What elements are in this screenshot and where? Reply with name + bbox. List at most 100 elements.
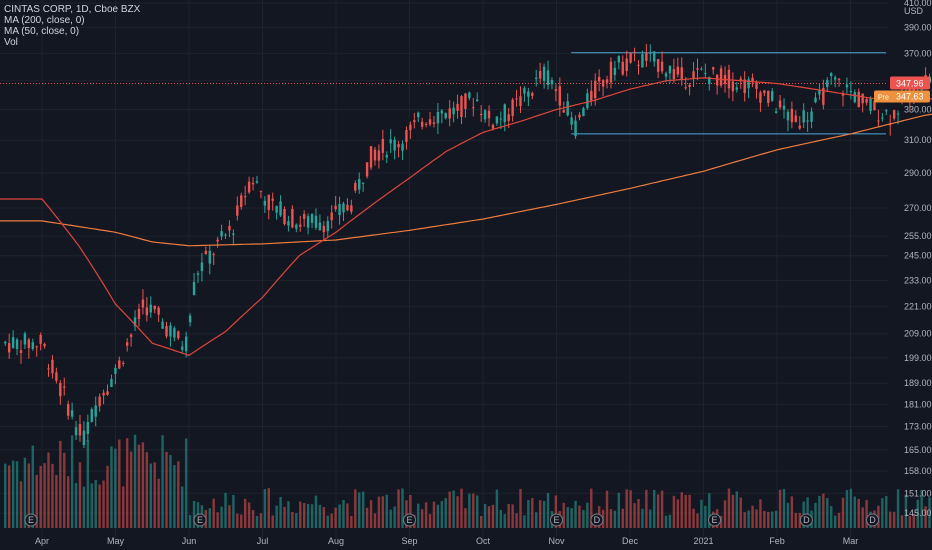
volume-bar (350, 515, 353, 528)
candle-body (318, 222, 322, 231)
candle-body (814, 97, 817, 103)
candle-body (743, 79, 746, 93)
candle-body (90, 409, 93, 423)
volume-bar (228, 505, 231, 528)
horizontal-lines[interactable] (571, 52, 886, 135)
candle-body (739, 78, 742, 81)
candle-body (841, 93, 845, 96)
candle-body (314, 215, 318, 228)
volume-bar (106, 465, 109, 528)
candle-body (704, 73, 707, 75)
volume-bar (751, 505, 754, 528)
volume-bar (141, 442, 145, 528)
candle-body (59, 382, 62, 397)
volume-bar (361, 491, 365, 528)
currency-label: USD (904, 6, 924, 16)
candle-body (47, 368, 50, 370)
volume-bar (275, 505, 278, 528)
candle-body (562, 110, 565, 113)
volume-bar (621, 508, 624, 528)
candle-body (240, 195, 243, 208)
candle-body (145, 307, 149, 316)
candle-body (889, 124, 892, 126)
candle-body (778, 100, 782, 108)
volume-bar (460, 488, 463, 528)
volume-bar (15, 461, 19, 528)
candle-body (259, 190, 263, 192)
chart-legend: CINTAS CORP, 1D, Cboe BZX MA (200, close… (4, 4, 140, 48)
volume-bar (660, 490, 664, 528)
event-label: D (869, 515, 876, 525)
candle-body (546, 70, 550, 86)
event-label: E (712, 515, 718, 525)
candle-body (299, 224, 302, 227)
event-marker (24, 513, 38, 527)
candle-body (833, 77, 837, 80)
candle-body (605, 79, 609, 83)
candle-body (94, 405, 97, 417)
volume-bar (157, 478, 160, 528)
symbol-title[interactable]: CINTAS CORP, 1D, Cboe BZX (4, 4, 141, 15)
volume-bar (98, 484, 101, 528)
ma200-legend[interactable]: MA (200, close, 0) (4, 15, 85, 26)
volume-bar (240, 514, 243, 528)
volume-bar (487, 506, 491, 528)
volume-bar (479, 515, 483, 528)
candle-body (102, 392, 105, 396)
event-markers[interactable]: EEEEDEDDE (24, 513, 932, 527)
volume-bar (818, 495, 821, 528)
candle-body (511, 99, 514, 116)
event-label: D (803, 515, 810, 525)
candle-body (204, 250, 208, 254)
volume-bar (900, 515, 904, 528)
candle-body (660, 61, 664, 72)
candle-body (55, 372, 58, 381)
candle-body (476, 99, 479, 101)
volume-bar (149, 463, 152, 528)
candle-body (535, 77, 538, 80)
candle-body (322, 225, 326, 233)
volume-bar (267, 488, 270, 528)
volume-bar (19, 481, 23, 528)
volume-bar (719, 515, 723, 528)
volume-bar (767, 511, 770, 528)
candle-body (82, 430, 86, 446)
candle-body (849, 91, 853, 93)
candle-body (790, 108, 794, 123)
volume-bar (861, 507, 864, 528)
volume-bar (645, 489, 648, 528)
volume-bar (853, 496, 857, 528)
candle-body (11, 337, 15, 348)
volume-bar (841, 497, 845, 528)
volume-bar (66, 476, 70, 528)
candle-body (177, 331, 180, 339)
price-tags: 347.96 Pre 347.63 (874, 76, 930, 103)
candle-body (78, 423, 82, 436)
y-tick-label: 290.00 (904, 168, 932, 178)
y-tick-label: 181.00 (904, 399, 932, 409)
volume-bar (491, 504, 495, 528)
volume-legend[interactable]: Vol (4, 37, 18, 48)
volume-bar (169, 455, 172, 528)
time-axis[interactable]: Apr May Jun Jul Aug Sep Oct Nov Dec 2021 Feb Mar (35, 536, 858, 546)
candle-body (857, 91, 860, 107)
volume-bar (7, 465, 11, 528)
candle-body (621, 61, 624, 75)
candle-body (66, 404, 70, 416)
volume-bar (369, 500, 373, 528)
candle-body (641, 54, 644, 68)
ma50-legend[interactable]: MA (50, close, 0) (4, 26, 80, 37)
candle-body (51, 359, 54, 374)
volume-bar (519, 488, 522, 528)
volume-bar (4, 463, 7, 528)
candle-body (853, 92, 857, 103)
candle-body (420, 121, 424, 127)
volume-bar (668, 514, 672, 528)
candle-body (625, 58, 628, 71)
last-price-tag (890, 76, 930, 90)
candle-body (594, 80, 597, 99)
candle-body (424, 123, 428, 125)
y-tick-label: 173.00 (904, 422, 932, 432)
volume-bar (723, 500, 727, 528)
